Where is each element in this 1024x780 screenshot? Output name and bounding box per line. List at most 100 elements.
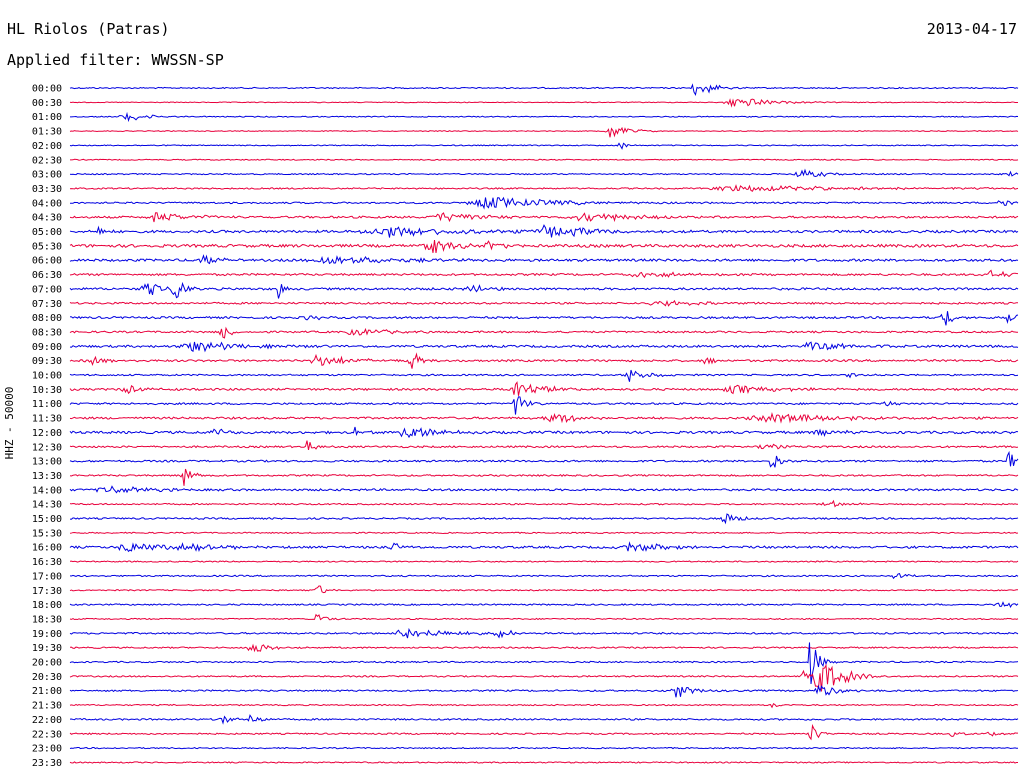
time-label: 13:00 bbox=[32, 457, 62, 468]
time-label: 03:30 bbox=[32, 184, 62, 195]
trace-group bbox=[69, 83, 1019, 764]
time-label: 07:00 bbox=[32, 284, 62, 295]
trace-line bbox=[69, 239, 1019, 254]
trace-line bbox=[69, 702, 1019, 709]
time-label: 15:30 bbox=[32, 528, 62, 539]
trace-line bbox=[69, 299, 1019, 307]
time-label: 09:00 bbox=[32, 342, 62, 353]
trace-line bbox=[69, 341, 1019, 353]
time-label: 02:00 bbox=[32, 141, 62, 152]
trace-line bbox=[69, 142, 1019, 150]
time-label: 23:00 bbox=[32, 744, 62, 755]
time-label: 21:30 bbox=[32, 701, 62, 712]
trace-line bbox=[69, 468, 1019, 486]
trace-line bbox=[69, 83, 1019, 96]
trace-line bbox=[69, 643, 1019, 653]
time-label: 12:30 bbox=[32, 442, 62, 453]
trace-line bbox=[69, 269, 1019, 279]
trace-line bbox=[69, 746, 1019, 750]
time-label: 04:30 bbox=[32, 213, 62, 224]
time-label: 18:30 bbox=[32, 614, 62, 625]
time-label: 19:00 bbox=[32, 629, 62, 640]
station-title: HL Riolos (Patras) bbox=[7, 20, 170, 38]
time-label: 14:30 bbox=[32, 500, 62, 511]
trace-line bbox=[69, 411, 1019, 424]
time-label: 02:30 bbox=[32, 155, 62, 166]
time-label: 21:00 bbox=[32, 686, 62, 697]
time-label: 12:00 bbox=[32, 428, 62, 439]
trace-line bbox=[69, 642, 1019, 685]
time-label: 06:30 bbox=[32, 270, 62, 281]
trace-line bbox=[69, 381, 1019, 396]
trace-line bbox=[69, 531, 1019, 535]
time-label: 06:00 bbox=[32, 256, 62, 267]
time-label: 22:00 bbox=[32, 715, 62, 726]
time-label-group: 00:00 00:30 01:00 01:30 02:00 02:30 03:00 03:30… bbox=[32, 84, 62, 769]
trace-line bbox=[69, 396, 1019, 415]
time-label: 10:30 bbox=[32, 385, 62, 396]
time-label: 08:30 bbox=[32, 327, 62, 338]
time-label: 01:30 bbox=[32, 127, 62, 138]
trace-line bbox=[69, 485, 1019, 494]
trace-line bbox=[69, 684, 1019, 698]
trace-line bbox=[69, 499, 1019, 508]
time-label: 05:30 bbox=[32, 241, 62, 252]
time-label: 20:30 bbox=[32, 672, 62, 683]
time-label: 01:00 bbox=[32, 112, 62, 123]
trace-line bbox=[69, 184, 1019, 192]
time-label: 20:00 bbox=[32, 658, 62, 669]
trace-line bbox=[69, 196, 1019, 210]
time-label: 13:30 bbox=[32, 471, 62, 482]
time-label: 04:00 bbox=[32, 198, 62, 209]
time-label: 15:00 bbox=[32, 514, 62, 525]
time-label: 11:00 bbox=[32, 399, 62, 410]
trace-line bbox=[69, 560, 1019, 563]
time-label: 19:30 bbox=[32, 643, 62, 654]
trace-line bbox=[69, 663, 1019, 692]
trace-line bbox=[69, 212, 1019, 223]
trace-line bbox=[69, 168, 1019, 178]
trace-line bbox=[69, 352, 1019, 369]
filter-label: Applied filter: WWSSN-SP bbox=[7, 51, 224, 69]
trace-line bbox=[69, 281, 1019, 299]
time-label: 05:00 bbox=[32, 227, 62, 238]
time-label: 07:30 bbox=[32, 299, 62, 310]
trace-line bbox=[69, 126, 1019, 138]
time-label: 16:30 bbox=[32, 557, 62, 568]
trace-line bbox=[70, 158, 1019, 161]
trace-line bbox=[69, 426, 1019, 439]
trace-line bbox=[69, 224, 1019, 238]
time-label: 00:00 bbox=[32, 84, 62, 95]
time-label: 17:00 bbox=[32, 571, 62, 582]
trace-line bbox=[69, 450, 1019, 468]
trace-line bbox=[69, 326, 1019, 339]
time-label: 22:30 bbox=[32, 729, 62, 740]
time-label: 08:00 bbox=[32, 313, 62, 324]
record-date: 2013-04-17 bbox=[926, 20, 1017, 38]
trace-line bbox=[69, 541, 1019, 553]
time-label: 09:30 bbox=[32, 356, 62, 367]
trace-line bbox=[69, 627, 1019, 639]
time-label: 18:00 bbox=[32, 600, 62, 611]
time-label: 14:00 bbox=[32, 485, 62, 496]
trace-line bbox=[69, 254, 1019, 265]
trace-line bbox=[69, 98, 1019, 108]
time-label: 17:30 bbox=[32, 586, 62, 597]
time-label: 16:00 bbox=[32, 543, 62, 554]
trace-line bbox=[69, 440, 1019, 451]
trace-line bbox=[69, 572, 1019, 580]
trace-line bbox=[69, 513, 1019, 525]
trace-line bbox=[69, 714, 1019, 725]
time-label: 00:30 bbox=[32, 98, 62, 109]
time-label: 03:00 bbox=[32, 170, 62, 181]
trace-line bbox=[69, 761, 1019, 764]
trace-line bbox=[69, 585, 1019, 594]
trace-line bbox=[69, 613, 1019, 621]
trace-line bbox=[69, 111, 1019, 123]
trace-line bbox=[69, 369, 1019, 382]
time-label: 23:30 bbox=[32, 758, 62, 769]
time-label: 11:30 bbox=[32, 414, 62, 425]
trace-line bbox=[69, 601, 1019, 609]
trace-line bbox=[69, 723, 1019, 741]
